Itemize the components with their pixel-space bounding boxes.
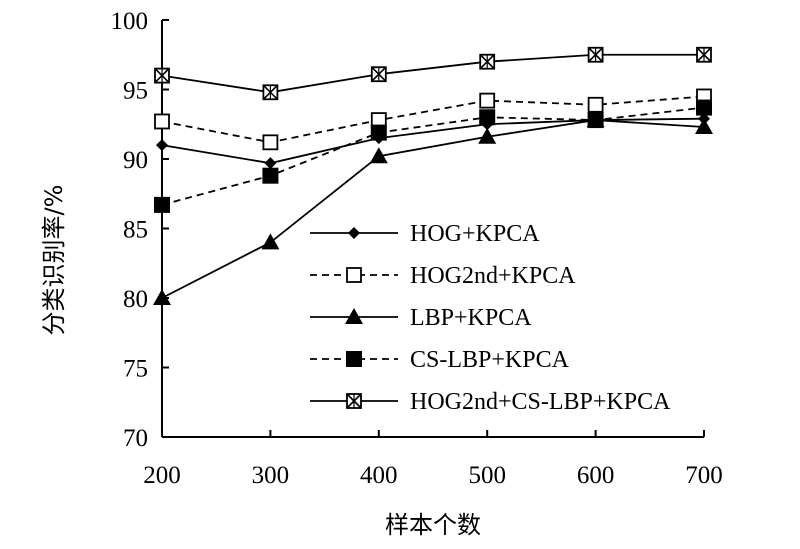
y-tick-label: 85: [123, 217, 148, 244]
legend-item-4: HOG2nd+CS-LBP+KPCA: [310, 389, 671, 415]
data-point: [587, 112, 604, 129]
legend-item-1: HOG2nd+KPCA: [310, 263, 576, 289]
x-tick-label: 400: [360, 462, 398, 489]
series-layer: [153, 46, 713, 305]
series-1: [154, 88, 712, 151]
x-tick-label: 500: [468, 462, 506, 489]
legend-marker: [345, 308, 363, 324]
data-point: [264, 157, 277, 170]
data-point: [478, 127, 497, 144]
data-point: [696, 46, 712, 63]
data-point: [587, 46, 604, 63]
y-tick-label: 100: [111, 8, 149, 35]
data-point: [262, 167, 279, 184]
data-point: [369, 147, 388, 164]
legend-item-2: LBP+KPCA: [310, 305, 532, 331]
y-tick-label: 80: [123, 286, 148, 313]
series-0: [156, 112, 710, 170]
data-point: [695, 118, 713, 135]
axes-layer: 70 75 80 85 90 95 100 200 300 400 500 600 700: [111, 8, 723, 489]
series-line: [161, 53, 704, 94]
data-point: [696, 99, 712, 116]
series-3: [154, 99, 712, 213]
data-point: [154, 67, 170, 84]
y-tick-label: 70: [123, 425, 148, 452]
data-point: [587, 96, 604, 113]
series-line: [161, 95, 705, 144]
x-tick-label: 600: [577, 462, 615, 489]
legend-item-0: HOG+KPCA: [310, 221, 540, 247]
data-point: [370, 66, 387, 83]
series-line: [161, 117, 705, 165]
legend-label: CS-LBP+KPCA: [410, 347, 570, 373]
legend-label: LBP+KPCA: [410, 305, 532, 331]
data-point: [153, 289, 171, 305]
data-point: [154, 113, 170, 130]
data-point: [262, 84, 279, 101]
legend-label: HOG2nd+CS-LBP+KPCA: [410, 389, 671, 415]
y-tick-label: 90: [123, 147, 148, 174]
data-point: [154, 196, 170, 213]
legend-marker: [346, 267, 362, 283]
legend-marker: [348, 227, 360, 239]
legend-item-3: CS-LBP+KPCA: [310, 347, 570, 373]
series-4: [154, 46, 712, 101]
x-tick-label: 300: [252, 462, 290, 489]
data-point: [156, 139, 168, 152]
data-point: [262, 134, 279, 151]
x-tick-label: 700: [685, 462, 723, 489]
legend-marker: [346, 351, 362, 367]
x-axis-title: 样本个数: [385, 511, 481, 539]
legend: HOG+KPCA HOG2nd+KPCA LBP+KPCA CS-LBP+KPCA HO…: [310, 221, 671, 415]
data-point: [479, 53, 496, 70]
y-axis-title: 分类识别率/%: [40, 185, 68, 336]
data-point: [479, 109, 496, 126]
x-tick-label: 200: [143, 462, 181, 489]
data-point: [479, 92, 496, 109]
legend-label: HOG2nd+KPCA: [410, 263, 576, 289]
legend-label: HOG+KPCA: [410, 221, 540, 247]
y-tick-label: 75: [123, 356, 148, 383]
series-line: [161, 119, 705, 299]
legend-marker: [346, 393, 362, 409]
data-point: [370, 124, 387, 141]
y-tick-label: 95: [123, 78, 148, 105]
data-point: [261, 233, 280, 250]
